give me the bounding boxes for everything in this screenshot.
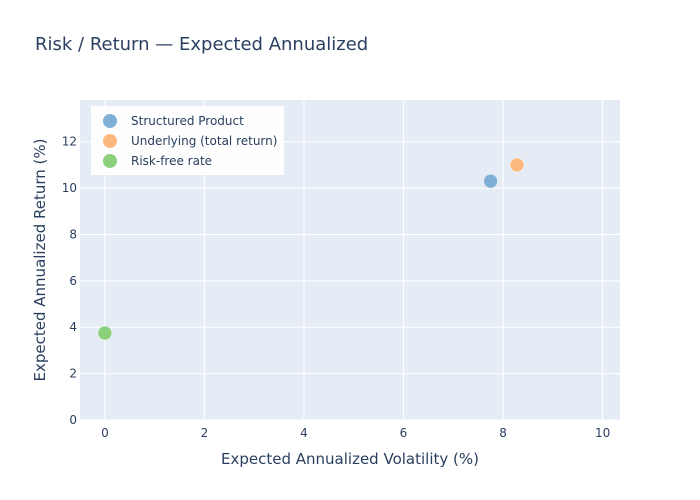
legend-box <box>91 106 284 175</box>
data-point[interactable] <box>509 157 525 173</box>
x-tick-label: 0 <box>101 426 109 440</box>
y-tick-label: 8 <box>69 227 77 241</box>
legend-marker[interactable] <box>103 114 117 128</box>
y-tick-label: 0 <box>69 413 77 427</box>
y-tick-labels: 0 2 4 6 8 10 12 <box>62 135 77 427</box>
y-tick-label: 6 <box>69 274 77 288</box>
y-tick-label: 4 <box>69 320 77 334</box>
x-tick-label: 6 <box>400 426 408 440</box>
legend-label[interactable]: Risk-free rate <box>131 154 212 168</box>
legend-marker[interactable] <box>103 134 117 148</box>
y-tick-label: 2 <box>69 367 77 381</box>
legend-marker[interactable] <box>103 154 117 168</box>
x-axis-title: Expected Annualized Volatility (%) <box>221 450 479 468</box>
data-point[interactable] <box>97 325 113 341</box>
legend-label[interactable]: Underlying (total return) <box>131 134 277 148</box>
chart-title: Risk / Return — Expected Annualized <box>35 34 368 55</box>
y-tick-label: 10 <box>62 181 77 195</box>
legend-label[interactable]: Structured Product <box>131 114 244 128</box>
data-point[interactable] <box>483 173 498 189</box>
y-tick-label: 12 <box>62 135 77 149</box>
x-tick-label: 2 <box>201 426 209 440</box>
y-axis-title: Expected Annualized Return (%) <box>31 139 49 382</box>
x-tick-label: 4 <box>300 426 308 440</box>
x-tick-label: 10 <box>595 426 610 440</box>
legend[interactable]: Structured Product Underlying (total retu… <box>91 106 284 175</box>
x-tick-labels: 0 2 4 6 8 10 <box>101 426 610 440</box>
x-tick-label: 8 <box>499 426 507 440</box>
data-points <box>97 157 525 341</box>
